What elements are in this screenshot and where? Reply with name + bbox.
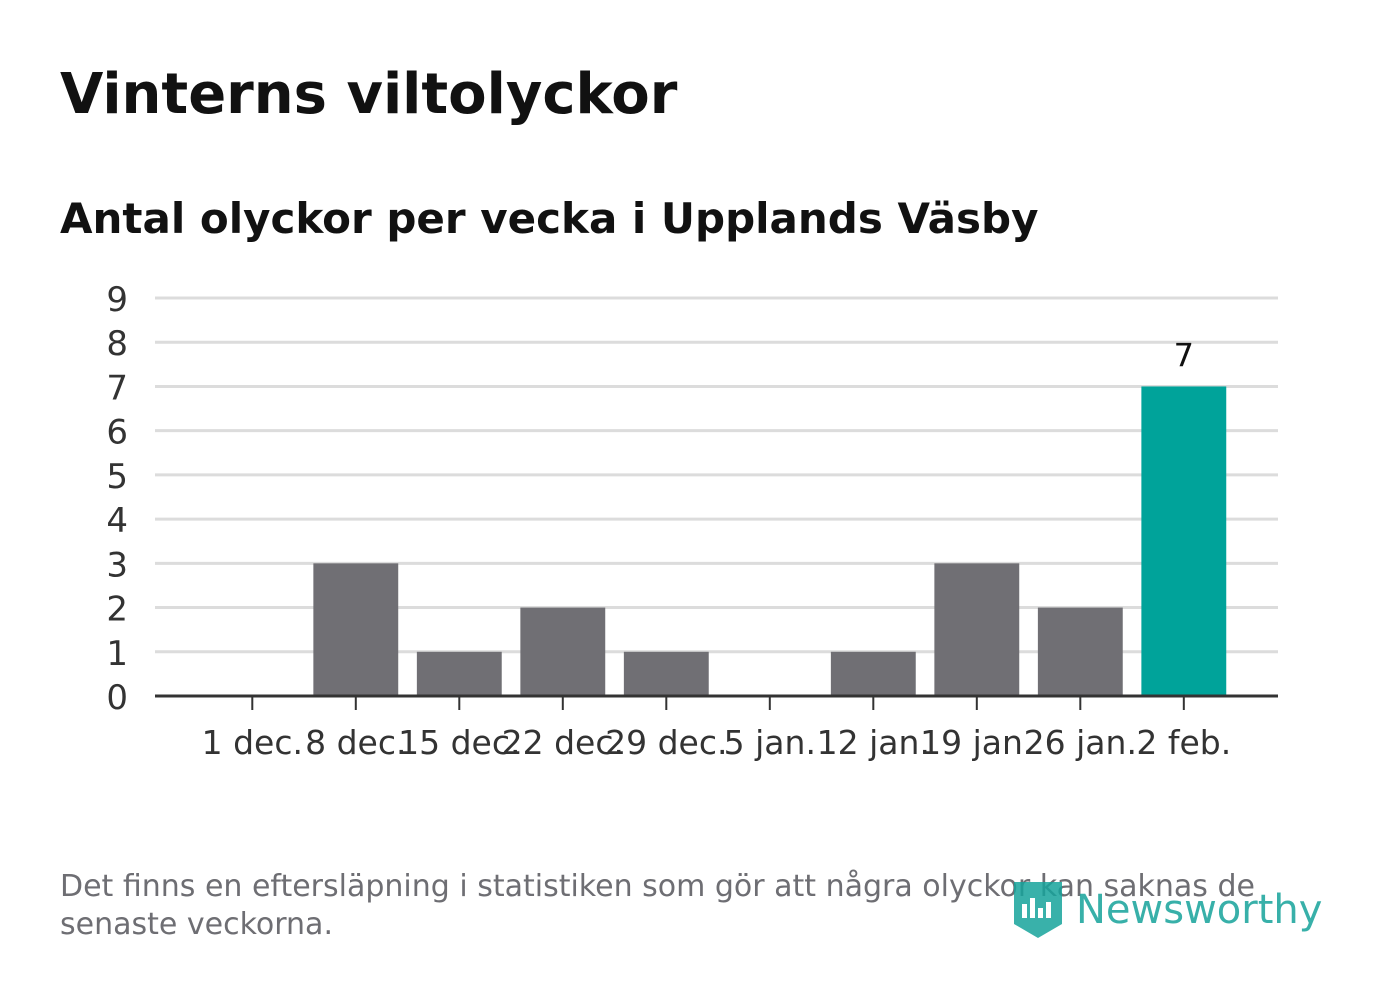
x-tick-label: 19 jan. (920, 723, 1033, 762)
brand-name: Newsworthy (1076, 887, 1323, 933)
bar (1141, 386, 1227, 696)
y-tick-label: 1 (106, 634, 128, 674)
bar (313, 563, 399, 696)
bar (416, 651, 502, 696)
bar (623, 651, 709, 696)
x-tick-label: 26 jan. (1024, 723, 1137, 762)
chart-title: Vinterns viltolyckor (60, 62, 678, 127)
brand: Newsworthy (1010, 878, 1322, 942)
y-tick-label: 0 (106, 678, 128, 718)
y-tick-label: 6 (106, 413, 128, 453)
x-tick-label: 1 dec. (202, 723, 303, 762)
x-tick-label: 29 dec. (605, 723, 727, 762)
x-tick-label: 12 jan. (817, 723, 930, 762)
y-tick-label: 9 (106, 280, 128, 320)
y-tick-label: 2 (106, 590, 128, 630)
y-tick-label: 3 (106, 545, 128, 585)
x-tick-label: 8 dec. (305, 723, 406, 762)
bar (1037, 607, 1123, 696)
x-tick-label: 22 dec. (502, 723, 624, 762)
y-tick-label: 4 (106, 501, 128, 541)
y-tick-label: 5 (106, 457, 128, 497)
x-tick-label: 2 feb. (1136, 723, 1231, 762)
bar (934, 563, 1020, 696)
newsworthy-logo-icon (1014, 882, 1062, 938)
bar (830, 651, 916, 696)
bar (520, 607, 606, 696)
y-tick-label: 7 (106, 368, 128, 408)
chart-subtitle: Antal olyckor per vecka i Upplands Väsby (60, 194, 1039, 243)
y-tick-label: 8 (106, 324, 128, 364)
x-tick-label: 5 jan. (724, 723, 816, 762)
data-label: 7 (1174, 336, 1194, 374)
x-tick-label: 15 dec. (398, 723, 520, 762)
